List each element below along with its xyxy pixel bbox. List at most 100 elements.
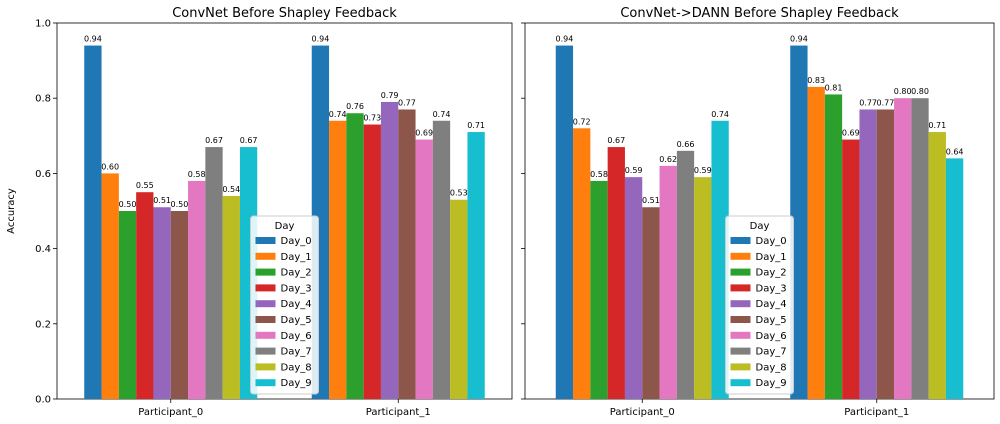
bar-day_5-participant_0 [170, 211, 189, 399]
legend-swatch-day_1 [255, 252, 276, 260]
data-label: 0.77 [859, 98, 877, 107]
data-label: 0.74 [329, 110, 347, 119]
legend: Day Day_0 Day_1 Day_2 Day_3 Day_4 Day_5 Day_6 Da… [250, 215, 319, 395]
legend-swatch-day_0 [255, 237, 276, 244]
legend-swatch-day_9 [730, 379, 751, 387]
legend-entry-day_4: Day_4 [281, 299, 312, 310]
chart-title: ConvNet Before Shapley Feedback [172, 6, 397, 21]
bar-day_0-participant_0 [555, 45, 574, 400]
x-tick-label: Participant_0 [138, 407, 203, 418]
bar-day_4-participant_1 [380, 101, 399, 400]
legend-swatch-day_1 [730, 252, 751, 260]
data-label: 0.67 [205, 136, 223, 145]
bar-day_4-participant_1 [859, 109, 877, 399]
data-label: 0.69 [842, 129, 860, 138]
legend-entry-day_9: Day_9 [756, 378, 787, 389]
y-tick-label: 1.0 [35, 19, 51, 30]
y-tick-label: 0.0 [35, 395, 51, 406]
bar-day_9-participant_1 [467, 132, 485, 400]
legend-swatch-day_2 [255, 268, 276, 276]
legend-entry-day_0: Day_0 [756, 236, 787, 247]
data-label: 0.80 [894, 87, 912, 96]
bar-day_6-participant_0 [188, 180, 206, 399]
bar-day_5-participant_1 [398, 109, 416, 399]
data-label: 0.58 [590, 170, 608, 179]
legend-entry-day_6: Day_6 [756, 331, 787, 342]
bar-day_2-participant_0 [118, 211, 137, 399]
data-label: 0.64 [946, 147, 964, 156]
legend-entry-day_0: Day_0 [281, 236, 312, 247]
data-label: 0.60 [101, 162, 119, 171]
data-label: 0.51 [642, 196, 660, 205]
bar-day_7-participant_0 [676, 150, 695, 399]
data-label: 0.74 [711, 110, 729, 119]
legend-entry-day_2: Day_2 [756, 268, 787, 279]
bar-day_6-participant_1 [894, 98, 912, 399]
data-label: 0.67 [240, 136, 258, 145]
data-label: 0.71 [928, 121, 946, 130]
data-label: 0.59 [625, 166, 643, 175]
legend: Day Day_0 Day_1 Day_2 Day_3 Day_4 Day_5 Day_6 Da… [725, 215, 794, 395]
bar-day_6-participant_1 [415, 139, 433, 399]
bar-day_8-participant_0 [694, 177, 712, 399]
legend-swatch-day_3 [255, 284, 276, 292]
bar-day_3-participant_1 [363, 124, 381, 400]
data-label: 0.80 [911, 87, 929, 96]
bar-day_3-participant_1 [842, 139, 860, 399]
legend-swatch-day_9 [255, 379, 276, 387]
bar-day_1-participant_1 [807, 86, 825, 400]
bar-day_7-participant_1 [432, 120, 451, 399]
legend-swatch-day_5 [730, 316, 751, 323]
data-label: 0.79 [381, 91, 399, 100]
bar-day_2-participant_1 [346, 113, 364, 400]
legend-swatch-day_4 [730, 300, 751, 308]
data-label: 0.69 [415, 129, 433, 138]
data-label: 0.53 [450, 189, 468, 198]
bar-day_7-participant_0 [205, 147, 223, 399]
bar-day_8-participant_1 [928, 132, 946, 400]
bar-day_0-participant_1 [790, 45, 808, 400]
data-label: 0.71 [467, 121, 485, 130]
bar-day_4-participant_0 [624, 177, 643, 399]
legend-entry-day_8: Day_8 [281, 362, 312, 373]
data-label: 0.55 [136, 181, 154, 190]
bar-day_2-participant_1 [824, 94, 843, 399]
legend-entry-day_3: Day_3 [281, 283, 312, 294]
data-label: 0.59 [694, 166, 712, 175]
data-label: 0.94 [311, 35, 329, 44]
bar-day_1-participant_1 [329, 120, 347, 399]
data-label: 0.72 [573, 117, 591, 126]
legend-entry-day_5: Day_5 [281, 315, 312, 326]
legend-entry-day_6: Day_6 [281, 331, 312, 342]
data-label: 0.50 [170, 200, 188, 209]
legend-swatch-day_7 [730, 347, 751, 355]
data-label: 0.67 [607, 136, 625, 145]
data-label: 0.94 [790, 35, 808, 44]
legend-entry-day_5: Day_5 [756, 315, 787, 326]
x-tick-label: Participant_1 [844, 407, 909, 418]
x-tick-label: Participant_0 [610, 407, 675, 418]
data-label: 0.74 [433, 110, 451, 119]
data-label: 0.94 [555, 35, 573, 44]
legend-title: Day [275, 221, 295, 232]
y-axis-label: Accuracy [6, 188, 17, 234]
bar-day_5-participant_1 [876, 109, 895, 399]
data-label: 0.94 [84, 35, 102, 44]
data-label: 0.62 [659, 155, 677, 164]
bar-day_1-participant_0 [573, 128, 591, 399]
chart-title: ConvNet->DANN Before Shapley Feedback [620, 6, 899, 21]
y-tick-label: 0.6 [35, 169, 51, 180]
legend-swatch-day_6 [730, 331, 751, 339]
y-tick-label: 0.8 [35, 94, 51, 105]
legend-swatch-day_0 [730, 237, 751, 244]
bar-day_9-participant_1 [945, 158, 964, 399]
legend-swatch-day_5 [255, 316, 276, 323]
data-label: 0.77 [398, 98, 416, 107]
chart-panel-1: ConvNet->DANN Before Shapley Feedback Par… [521, 6, 995, 418]
legend-entry-day_8: Day_8 [756, 362, 787, 373]
legend-swatch-day_6 [255, 331, 276, 339]
bar-day_2-participant_0 [590, 180, 608, 399]
legend-entry-day_7: Day_7 [756, 347, 787, 358]
legend-entry-day_3: Day_3 [756, 283, 787, 294]
legend-swatch-day_8 [730, 363, 751, 371]
